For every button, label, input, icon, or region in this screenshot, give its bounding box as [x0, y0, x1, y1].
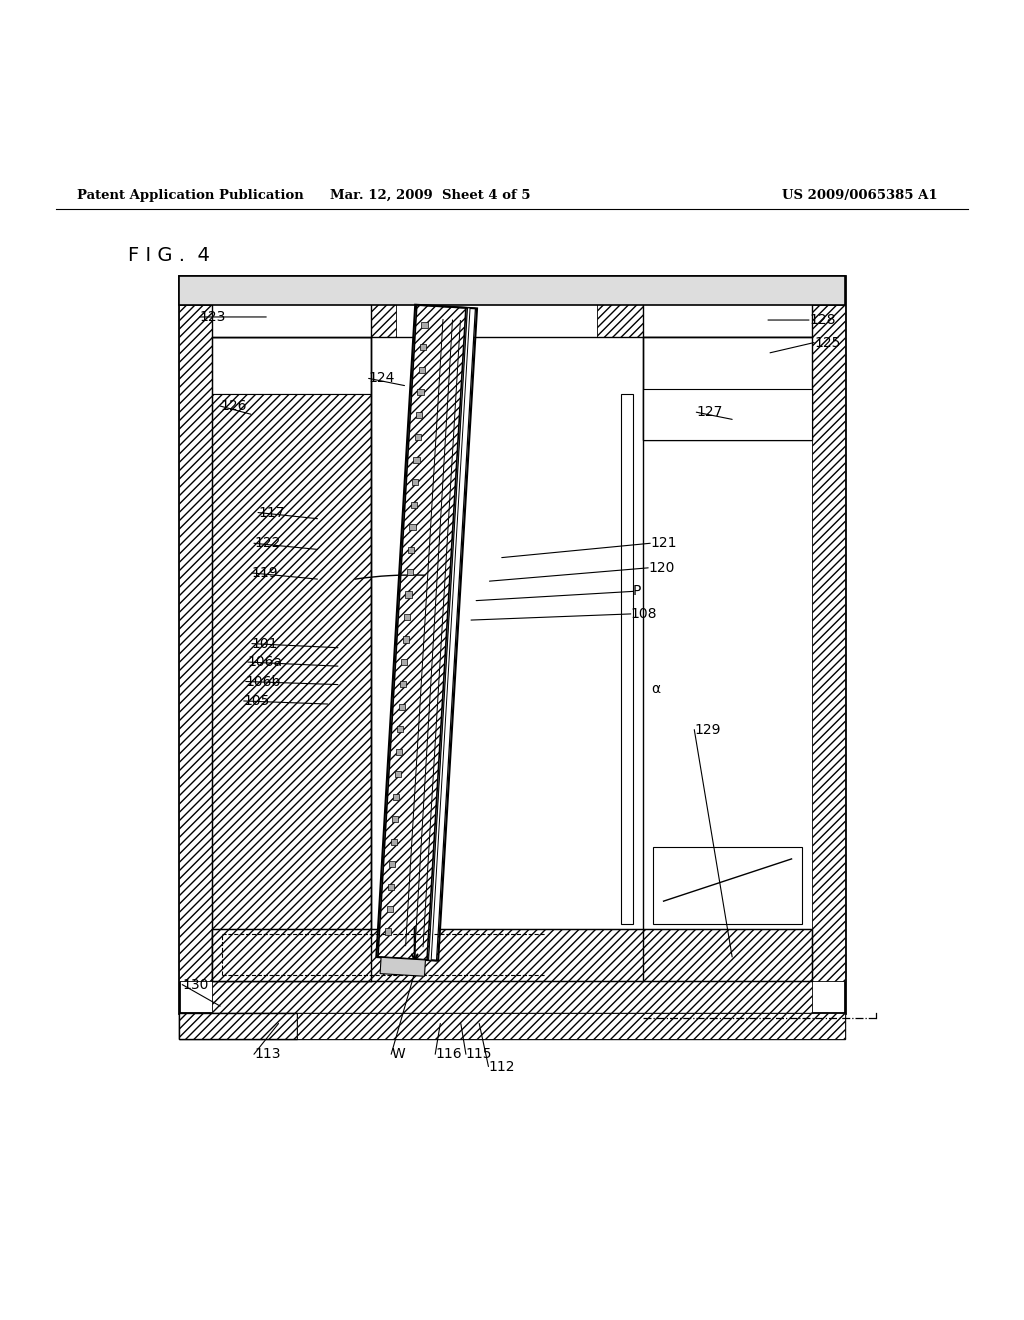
- Polygon shape: [397, 726, 403, 733]
- Polygon shape: [404, 614, 411, 620]
- Text: Mar. 12, 2009  Sheet 4 of 5: Mar. 12, 2009 Sheet 4 of 5: [330, 189, 530, 202]
- Polygon shape: [416, 412, 422, 418]
- Polygon shape: [419, 367, 425, 374]
- Bar: [179, 305, 212, 981]
- Polygon shape: [394, 771, 400, 777]
- Text: 101: 101: [252, 636, 279, 651]
- Polygon shape: [407, 569, 413, 576]
- Text: 122: 122: [254, 536, 281, 550]
- Bar: [212, 338, 371, 393]
- Bar: [179, 1014, 845, 1039]
- Bar: [212, 276, 396, 338]
- Bar: [621, 393, 633, 924]
- Polygon shape: [412, 479, 418, 486]
- Text: 105: 105: [244, 694, 270, 708]
- Text: 125: 125: [814, 335, 841, 350]
- Text: 117: 117: [258, 506, 285, 520]
- Polygon shape: [429, 308, 475, 961]
- Text: 113: 113: [254, 1047, 281, 1061]
- Text: US 2009/0065385 A1: US 2009/0065385 A1: [782, 189, 938, 202]
- Text: α: α: [651, 681, 660, 696]
- Bar: [212, 393, 371, 981]
- Polygon shape: [387, 906, 393, 912]
- Polygon shape: [414, 457, 420, 463]
- Text: 124: 124: [369, 371, 395, 385]
- Bar: [297, 1014, 845, 1039]
- Bar: [653, 847, 802, 924]
- Text: Patent Application Publication: Patent Application Publication: [77, 189, 303, 202]
- Text: 129: 129: [694, 722, 721, 737]
- Polygon shape: [400, 681, 407, 688]
- Text: 127: 127: [696, 405, 723, 420]
- Polygon shape: [398, 704, 404, 710]
- Text: W: W: [391, 1047, 404, 1061]
- Text: F I G .  4: F I G . 4: [128, 246, 210, 265]
- Polygon shape: [418, 389, 424, 396]
- Text: 120: 120: [648, 561, 675, 574]
- Bar: [179, 276, 845, 305]
- Polygon shape: [392, 816, 398, 822]
- Bar: [212, 280, 371, 338]
- Polygon shape: [422, 322, 428, 327]
- Bar: [812, 305, 845, 981]
- Polygon shape: [380, 957, 425, 977]
- Polygon shape: [406, 591, 412, 598]
- Polygon shape: [396, 748, 402, 755]
- Bar: [179, 1014, 297, 1039]
- Bar: [212, 338, 371, 981]
- Bar: [212, 929, 812, 981]
- Text: 123: 123: [200, 310, 226, 323]
- Text: P: P: [633, 585, 641, 598]
- Text: 112: 112: [488, 1060, 515, 1073]
- Polygon shape: [385, 928, 391, 935]
- Polygon shape: [429, 308, 470, 960]
- Text: 106b: 106b: [246, 675, 282, 689]
- Polygon shape: [389, 861, 395, 867]
- Bar: [643, 338, 812, 440]
- Text: 115: 115: [466, 1047, 493, 1061]
- Polygon shape: [390, 838, 396, 845]
- Polygon shape: [415, 434, 421, 441]
- Polygon shape: [393, 793, 399, 800]
- Polygon shape: [401, 659, 408, 665]
- Bar: [212, 981, 812, 1014]
- Text: 126: 126: [220, 399, 247, 413]
- Bar: [643, 388, 812, 440]
- Polygon shape: [408, 546, 414, 553]
- Bar: [643, 286, 812, 338]
- Bar: [212, 929, 812, 981]
- Polygon shape: [411, 502, 417, 508]
- Polygon shape: [410, 524, 416, 531]
- Polygon shape: [420, 345, 426, 351]
- Text: 108: 108: [631, 607, 657, 620]
- Text: 130: 130: [182, 978, 209, 991]
- Polygon shape: [378, 305, 466, 960]
- Polygon shape: [402, 636, 409, 643]
- Text: 128: 128: [809, 313, 836, 327]
- Text: 121: 121: [650, 536, 677, 550]
- Bar: [179, 276, 845, 1014]
- Text: 119: 119: [252, 566, 279, 579]
- Text: 116: 116: [435, 1047, 462, 1061]
- Bar: [597, 276, 779, 338]
- Text: 106a: 106a: [248, 655, 283, 669]
- Polygon shape: [388, 883, 394, 890]
